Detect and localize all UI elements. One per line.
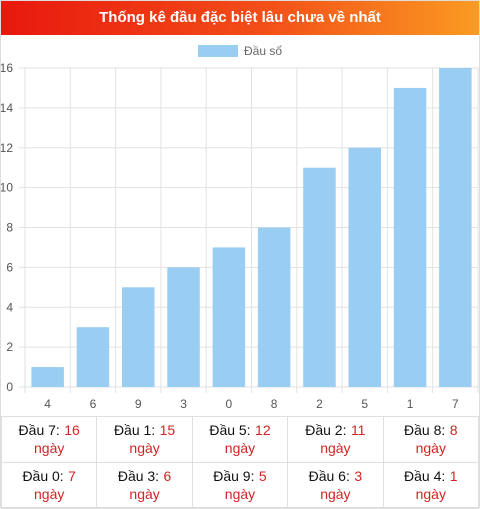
y-tick-label: 6 <box>6 260 13 274</box>
bar-0[interactable] <box>212 247 246 387</box>
head-label: Đầu 5: <box>209 422 251 438</box>
days-value: 11 <box>350 422 366 438</box>
bar-2[interactable] <box>303 167 336 387</box>
days-unit: ngày <box>34 486 65 502</box>
x-tick-label: 3 <box>180 397 187 411</box>
bar-7[interactable] <box>439 68 472 387</box>
y-tick-label: 10 <box>1 181 13 195</box>
x-tick-label: 2 <box>316 397 323 411</box>
y-tick-label: 12 <box>1 141 13 155</box>
summary-row: Đầu 7: 16 ngày Đầu 1: 15 ngày Đầu 5: 12 ngà… <box>0 416 480 463</box>
x-tick-label: 6 <box>90 397 97 411</box>
bar-chart: Đầu số 0 2 4 6 8 10 12 14 16 4 6 9 3 0 8 2 5 1 7 <box>1 44 479 411</box>
days-value: 3 <box>354 468 363 484</box>
days-value: 6 <box>163 468 172 484</box>
head-label: Đầu 8: <box>404 422 446 438</box>
days-unit: ngày <box>320 440 351 456</box>
y-tick-label: 0 <box>6 380 13 394</box>
y-tick-label: 16 <box>1 61 13 75</box>
x-tick-label: 0 <box>226 397 233 411</box>
y-tick-label: 8 <box>6 221 13 235</box>
x-tick-label: 4 <box>44 397 51 411</box>
summary-row: Đầu 0: 7 ngày Đầu 3: 6 ngày Đầu 9: 5 ngày Đ… <box>0 462 480 509</box>
head-label: Đầu 2: <box>305 422 347 438</box>
days-unit: ngày <box>129 486 160 502</box>
bar-4[interactable] <box>31 367 64 387</box>
x-tick-label: 1 <box>407 397 414 411</box>
summary-cell: Đầu 4: 1 ngày <box>382 462 480 509</box>
legend-swatch <box>198 45 238 57</box>
bar-5[interactable] <box>348 147 382 387</box>
bar-9[interactable] <box>122 287 155 387</box>
y-tick-label: 2 <box>6 340 13 354</box>
days-unit: ngày <box>34 440 65 456</box>
legend-label: Đầu số <box>244 44 282 58</box>
head-label: Đầu 3: <box>117 468 160 484</box>
days-unit: ngày <box>415 440 446 456</box>
summary-cell: Đầu 1: 15 ngày <box>96 416 193 463</box>
days-value: 7 <box>68 468 76 484</box>
head-label: Đầu 6: <box>308 468 350 484</box>
summary-cell: Đầu 0: 7 ngày <box>0 462 98 509</box>
bar-chart-area: Đầu số 0 2 4 6 8 10 12 14 16 4 6 9 3 0 8 2 5 1 7 <box>1 35 479 416</box>
days-value: 16 <box>64 422 80 438</box>
head-label: Đầu 0: <box>22 468 64 484</box>
days-value: 8 <box>449 422 458 438</box>
head-label: Đầu 7: <box>18 422 60 438</box>
days-unit: ngày <box>129 440 160 456</box>
y-tick-label: 14 <box>1 101 13 115</box>
summary-cell: Đầu 2: 11 ngày <box>287 416 384 463</box>
days-value: 12 <box>255 422 271 438</box>
summary-cell: Đầu 9: 5 ngày <box>191 462 289 509</box>
bar-6[interactable] <box>76 327 110 387</box>
chart-legend[interactable]: Đầu số <box>198 44 282 58</box>
days-value: 5 <box>258 468 267 484</box>
y-tick-label: 4 <box>6 300 13 314</box>
summary-cell: Đầu 3: 6 ngày <box>96 462 193 509</box>
head-label: Đầu 4: <box>404 468 446 484</box>
summary-cell: Đầu 8: 8 ngày <box>382 416 480 463</box>
x-tick-label: 9 <box>135 397 142 411</box>
summary-cell: Đầu 6: 3 ngày <box>287 462 384 509</box>
head-label: Đầu 1: <box>113 422 156 438</box>
bar-1[interactable] <box>393 87 427 387</box>
days-unit: ngày <box>224 486 256 502</box>
days-unit: ngày <box>224 440 256 456</box>
bar-8[interactable] <box>257 227 291 388</box>
summary-cell: Đầu 7: 16 ngày <box>0 416 98 463</box>
summary-cell: Đầu 5: 12 ngày <box>191 416 289 463</box>
days-unit: ngày <box>415 486 446 502</box>
days-value: 15 <box>159 422 176 438</box>
head-label: Đầu 9: <box>213 468 255 484</box>
days-value: 1 <box>449 468 458 484</box>
x-tick-label: 8 <box>271 397 278 411</box>
bar-3[interactable] <box>167 267 200 387</box>
panel-title: Thống kê đầu đặc biệt lâu chưa về nhất <box>1 1 479 35</box>
x-tick-label: 7 <box>452 397 459 411</box>
summary-table: Đầu 7: 16 ngày Đầu 1: 15 ngày Đầu 5: 12 ngà… <box>0 416 480 509</box>
days-unit: ngày <box>320 486 351 502</box>
x-tick-label: 5 <box>361 397 368 411</box>
